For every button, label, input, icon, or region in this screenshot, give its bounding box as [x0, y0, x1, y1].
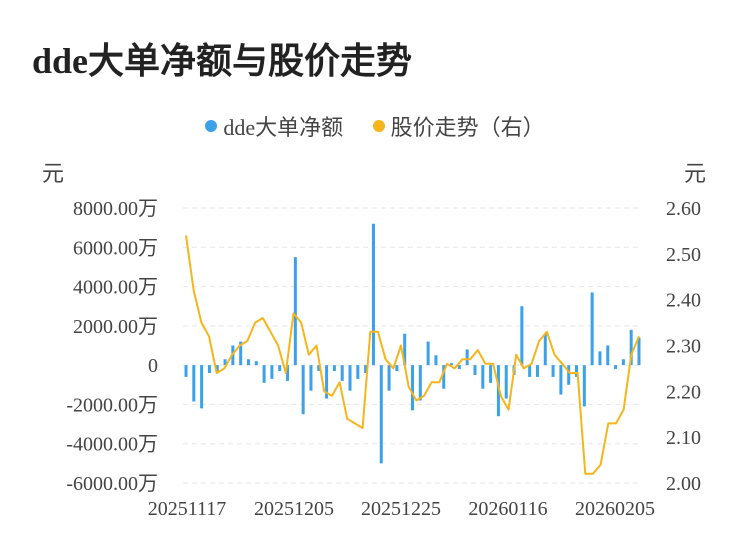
- bar: [481, 365, 485, 389]
- bar: [246, 359, 250, 366]
- bar: [317, 365, 321, 372]
- legend: dde大单净额 股价走势（右）: [0, 110, 750, 142]
- bar: [364, 365, 368, 373]
- bar: [567, 365, 571, 385]
- bar: [457, 365, 461, 370]
- bar: [551, 365, 555, 377]
- bar: [293, 257, 297, 366]
- bar: [207, 365, 211, 373]
- x-axis-tick-label: 20260116: [468, 498, 547, 520]
- right-axis-unit: 元: [684, 161, 707, 186]
- bar: [395, 365, 399, 372]
- bar: [239, 341, 243, 366]
- bar: [223, 359, 227, 366]
- bar: [379, 365, 383, 464]
- price-line: [185, 235, 640, 475]
- bar: [184, 365, 188, 377]
- bar: [559, 365, 563, 395]
- bar: [504, 365, 508, 399]
- bar: [332, 365, 336, 372]
- legend-item-line[interactable]: 股价走势（右）: [372, 110, 545, 142]
- left-axis-tick-label: -4000.00万: [66, 434, 158, 456]
- bar: [473, 365, 477, 375]
- chart-title: dde大单净额与股价走势: [32, 41, 413, 81]
- legend-line-label: 股价走势（右）: [390, 115, 545, 140]
- right-axis-tick-label: 2.10: [666, 427, 701, 449]
- bar: [301, 365, 305, 415]
- bar: [606, 345, 610, 366]
- left-axis-tick-label: -2000.00万: [66, 394, 158, 416]
- left-axis-tick-label: 2000.00万: [73, 316, 158, 338]
- bar: [215, 365, 219, 373]
- right-axis-tick-label: 2.20: [666, 381, 701, 403]
- bar: [325, 365, 329, 399]
- bar: [254, 361, 258, 366]
- right-axis-tick-label: 2.30: [666, 336, 701, 358]
- bar: [465, 349, 469, 366]
- bar: [309, 365, 313, 391]
- x-axis-tick-label: 20251117: [148, 498, 227, 520]
- left-axis-unit: 元: [42, 161, 65, 186]
- bar: [371, 223, 375, 366]
- bar: [340, 365, 344, 381]
- bar: [426, 341, 430, 366]
- bar: [403, 333, 407, 366]
- bar: [411, 365, 414, 411]
- bar: [278, 365, 282, 372]
- bar: [192, 365, 196, 402]
- bar: [528, 365, 532, 377]
- bar: [387, 365, 391, 391]
- bar: [598, 351, 602, 366]
- bar: [496, 365, 500, 417]
- bar: [348, 365, 352, 391]
- bar: [434, 355, 438, 366]
- bar: [418, 365, 422, 401]
- bar: [575, 365, 579, 377]
- bar: [442, 365, 446, 389]
- left-axis-tick-label: -6000.00万: [66, 473, 158, 495]
- left-axis-tick-label: 8000.00万: [73, 198, 158, 220]
- x-axis-tick-label: 20251225: [361, 498, 441, 520]
- legend-bar-swatch: [205, 120, 218, 132]
- bar: [582, 365, 586, 407]
- bar: [200, 365, 204, 409]
- bar: [450, 363, 454, 366]
- bar: [543, 333, 547, 366]
- left-axis-tick-label: 4000.00万: [73, 277, 158, 299]
- x-axis-tick-label: 20251205: [254, 498, 334, 520]
- left-axis-tick-label: 6000.00万: [73, 237, 158, 259]
- bar: [286, 365, 290, 381]
- right-axis-tick-label: 2.40: [666, 290, 701, 312]
- right-axis-tick-label: 2.50: [666, 244, 701, 266]
- bar: [621, 359, 625, 366]
- right-axis-tick-label: 2.60: [666, 198, 701, 220]
- legend-bar-label: dde大单净额: [223, 115, 344, 140]
- right-axis-tick-label: 2.00: [666, 473, 701, 495]
- legend-line-swatch: [372, 120, 385, 132]
- left-axis-tick-label: 0: [148, 355, 158, 377]
- bar: [535, 365, 539, 377]
- legend-item-bar[interactable]: dde大单净额: [205, 110, 343, 142]
- bar: [489, 365, 493, 383]
- bar: [637, 337, 641, 366]
- bar: [520, 306, 524, 366]
- bar: [629, 329, 633, 366]
- bar: [262, 365, 266, 383]
- bar: [356, 365, 360, 379]
- bar: [590, 292, 594, 366]
- bar: [614, 365, 618, 370]
- bar: [270, 365, 274, 379]
- x-axis-tick-label: 20260205: [575, 498, 655, 520]
